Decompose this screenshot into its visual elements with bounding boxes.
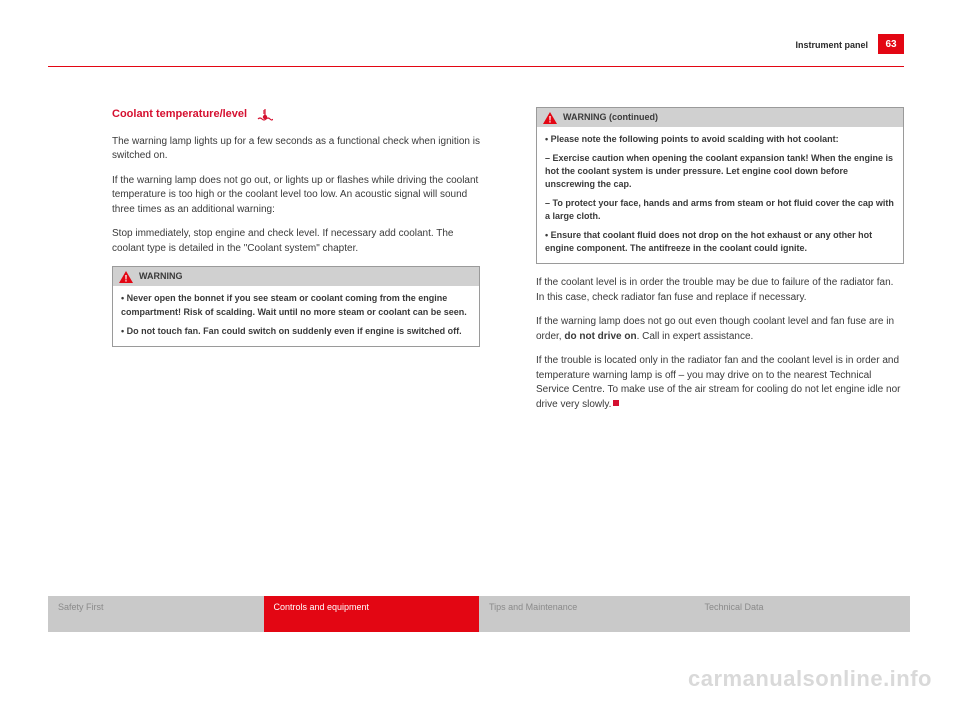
warning-item: – To protect your face, hands and arms f… <box>545 197 895 223</box>
top-header: Instrument panel 63 <box>48 40 904 62</box>
left-column: Coolant temperature/level The warning la… <box>112 107 480 422</box>
warning-header: ! WARNING <box>113 267 479 286</box>
paragraph: If the trouble is located only in the ra… <box>536 354 904 412</box>
tab-tips-maintenance[interactable]: Tips and Maintenance <box>479 596 695 632</box>
paragraph: Stop immediately, stop engine and check … <box>112 227 480 256</box>
paragraph: If the warning lamp does not go out even… <box>536 315 904 344</box>
warning-title: WARNING (continued) <box>563 111 658 124</box>
watermark: carmanualsonline.info <box>688 666 932 692</box>
tab-label: Technical Data <box>705 602 764 612</box>
page-number: 63 <box>878 34 904 54</box>
tab-technical-data[interactable]: Technical Data <box>695 596 911 632</box>
svg-text:!: ! <box>549 114 552 124</box>
warning-item: • Ensure that coolant fluid does not dro… <box>545 229 895 255</box>
warning-body: • Please note the following points to av… <box>537 127 903 263</box>
section-title: Instrument panel <box>795 40 868 50</box>
text: If the trouble is located only in the ra… <box>536 355 900 410</box>
warning-body: • Never open the bonnet if you see steam… <box>113 286 479 345</box>
text: . Call in expert assistance. <box>637 331 754 342</box>
warning-header: ! WARNING (continued) <box>537 108 903 127</box>
warning-box-continued: ! WARNING (continued) • Please note the … <box>536 107 904 264</box>
paragraph: If the warning lamp does not go out, or … <box>112 174 480 218</box>
subheading: Coolant temperature/level <box>112 107 480 123</box>
paragraph: If the coolant level is in order the tro… <box>536 276 904 305</box>
page-container: Instrument panel 63 Coolant temperature/… <box>0 0 960 708</box>
header-rule <box>48 66 904 67</box>
right-column: ! WARNING (continued) • Please note the … <box>536 107 904 422</box>
paragraph: The warning lamp lights up for a few sec… <box>112 135 480 164</box>
end-section-icon <box>613 400 619 406</box>
content-columns: Coolant temperature/level The warning la… <box>48 107 904 422</box>
coolant-temp-icon <box>257 109 273 121</box>
warning-title: WARNING <box>139 270 183 283</box>
warning-item: • Do not touch fan. Fan could switch on … <box>121 325 471 338</box>
tab-controls-equipment[interactable]: Controls and equipment <box>264 596 480 632</box>
warning-item: – Exercise caution when opening the cool… <box>545 152 895 191</box>
tab-label: Tips and Maintenance <box>489 602 577 612</box>
text-bold: do not drive on <box>564 331 636 342</box>
footer-tabs: Safety First Controls and equipment Tips… <box>48 596 910 632</box>
warning-triangle-icon: ! <box>119 271 133 283</box>
warning-triangle-icon: ! <box>543 112 557 124</box>
warning-box: ! WARNING • Never open the bonnet if you… <box>112 266 480 346</box>
tab-label: Safety First <box>58 602 104 612</box>
tab-label: Controls and equipment <box>274 602 370 612</box>
svg-text:!: ! <box>125 273 128 283</box>
warning-item: • Please note the following points to av… <box>545 133 895 146</box>
warning-item: • Never open the bonnet if you see steam… <box>121 292 471 318</box>
subheading-text: Coolant temperature/level <box>112 107 247 123</box>
tab-safety-first[interactable]: Safety First <box>48 596 264 632</box>
